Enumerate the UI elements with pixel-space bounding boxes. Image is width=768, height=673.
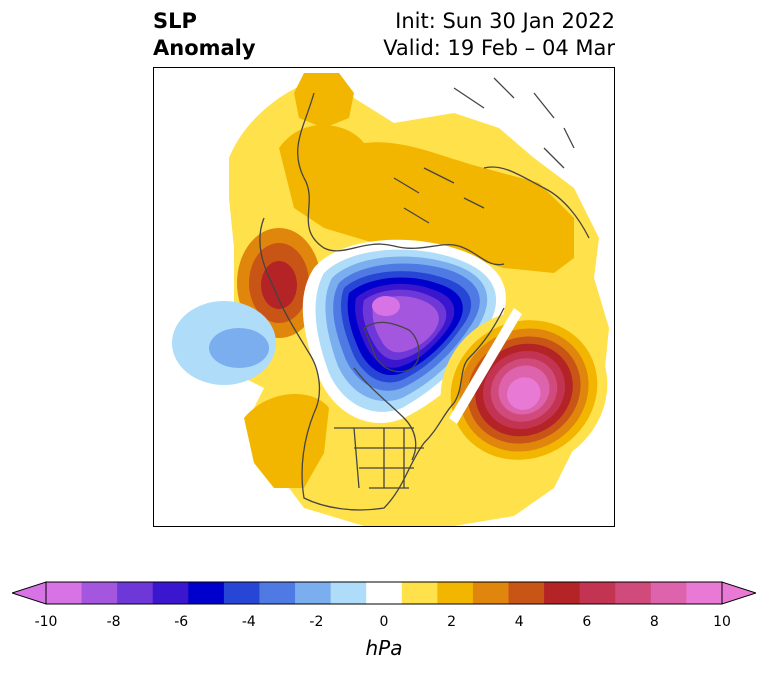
tick-label: 10 bbox=[713, 614, 731, 630]
map-svg bbox=[172, 73, 609, 526]
init-date: Init: Sun 30 Jan 2022 bbox=[395, 9, 615, 33]
anomaly-orange-europe bbox=[294, 73, 354, 128]
colorbar-segment bbox=[330, 582, 367, 604]
tick-label: 2 bbox=[447, 614, 457, 630]
colorbar-extend-min bbox=[12, 581, 47, 605]
anomaly-orange-pacific bbox=[244, 394, 329, 488]
colorbar-segments bbox=[12, 581, 756, 605]
tick-label: 8 bbox=[649, 614, 659, 630]
colorbar-segment bbox=[117, 582, 154, 604]
colorbar-frame bbox=[45, 581, 723, 605]
colorbar-segment bbox=[152, 582, 189, 604]
atlantic-high bbox=[440, 308, 608, 470]
coastlines bbox=[259, 77, 590, 511]
colorbar-segment bbox=[437, 582, 474, 604]
colorbar-segment bbox=[259, 582, 296, 604]
colorbar-segment bbox=[508, 582, 545, 604]
colorbar-unit: hPa bbox=[365, 636, 403, 660]
colorbar-segment bbox=[472, 582, 510, 604]
colorbar-segment bbox=[188, 582, 225, 604]
colorbar-extend-max bbox=[721, 581, 756, 605]
title-field: Anomaly bbox=[153, 36, 256, 60]
colorbar bbox=[12, 581, 756, 605]
colorbar-segment bbox=[401, 582, 438, 604]
anomaly-orange-asia bbox=[279, 124, 574, 273]
colorbar-segment bbox=[295, 582, 332, 604]
tick-label: -6 bbox=[174, 614, 189, 630]
tick-label: -2 bbox=[309, 614, 324, 630]
colorbar-segment bbox=[366, 582, 403, 604]
colorbar-segment bbox=[223, 582, 260, 604]
colorbar-segment bbox=[686, 582, 723, 604]
east-pacific-low bbox=[172, 301, 276, 385]
colorbar-segment bbox=[579, 582, 616, 604]
tick-label: -8 bbox=[106, 614, 121, 630]
colorbar-segment bbox=[81, 582, 118, 604]
valid-range: Valid: 19 Feb – 04 Mar bbox=[383, 36, 615, 60]
colorbar-segment bbox=[615, 582, 652, 604]
tick-label: 4 bbox=[514, 614, 524, 630]
colorbar-segment bbox=[46, 582, 83, 604]
title-variable: SLP bbox=[153, 9, 197, 33]
tick-label: -10 bbox=[34, 614, 58, 630]
colorbar-segment bbox=[650, 582, 687, 604]
plot-dates: Init: Sun 30 Jan 2022 Valid: 19 Feb – 04… bbox=[383, 8, 615, 62]
tick-label: 6 bbox=[582, 614, 592, 630]
map-panel bbox=[153, 67, 615, 527]
plot-title: SLP Anomaly bbox=[153, 8, 256, 62]
tick-label: 0 bbox=[379, 614, 389, 630]
colorbar-segment bbox=[544, 582, 581, 604]
tick-label: -4 bbox=[241, 614, 256, 630]
